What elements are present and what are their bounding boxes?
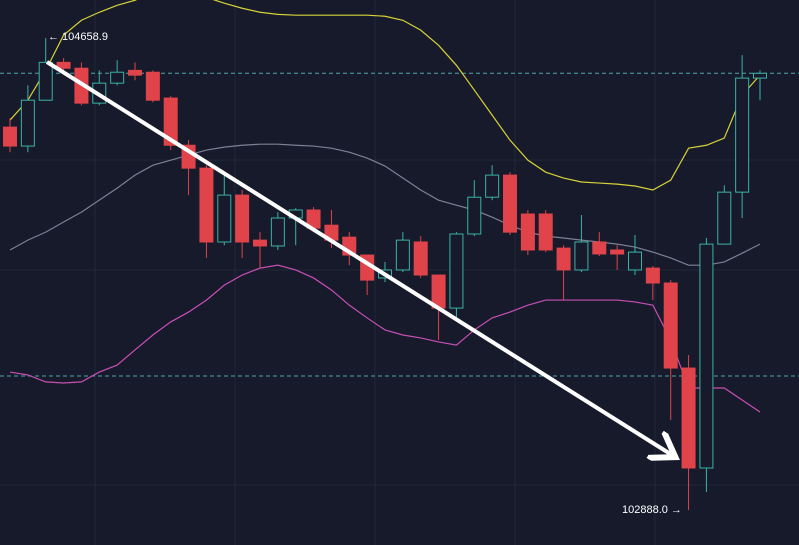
candle-body: [556, 247, 571, 271]
candle-body: [3, 126, 17, 147]
candle-body: [574, 241, 589, 271]
band-line: [9, 143, 761, 266]
candle-body: [610, 249, 625, 255]
band-line: [9, 0, 761, 191]
candle-body: [592, 241, 607, 255]
candle-body: [199, 167, 214, 243]
plot-area: [0, 0, 799, 511]
candle-body: [717, 191, 732, 245]
candle-body: [163, 97, 178, 146]
candle-body: [520, 213, 535, 251]
candle-body: [413, 241, 428, 276]
candle-body: [503, 174, 517, 233]
candle-body: [538, 213, 553, 251]
candle-body: [681, 367, 696, 469]
candle-body: [20, 99, 35, 147]
candle-body: [253, 239, 267, 247]
candle-body: [663, 282, 678, 369]
high-label: ← 104658.9: [48, 31, 108, 43]
candle-body: [485, 174, 500, 198]
candle-body: [270, 217, 285, 247]
candle-body: [699, 243, 714, 469]
candle-body: [145, 71, 160, 101]
low-label: 102888.0 →: [622, 504, 682, 516]
candle-body: [128, 69, 142, 76]
trend-arrow: [45, 60, 672, 455]
candle-body: [449, 233, 464, 309]
candle-body: [235, 194, 250, 243]
candle-body: [110, 71, 125, 84]
candle-body: [395, 239, 410, 271]
candle-body: [217, 194, 232, 243]
candle-body: [753, 72, 767, 79]
candle-body: [735, 77, 750, 193]
candle-body: [628, 251, 642, 271]
candle-body: [56, 61, 71, 69]
candle-body: [38, 61, 53, 101]
band-line: [9, 264, 761, 413]
candle-body: [645, 267, 660, 284]
candle-body: [467, 196, 482, 235]
